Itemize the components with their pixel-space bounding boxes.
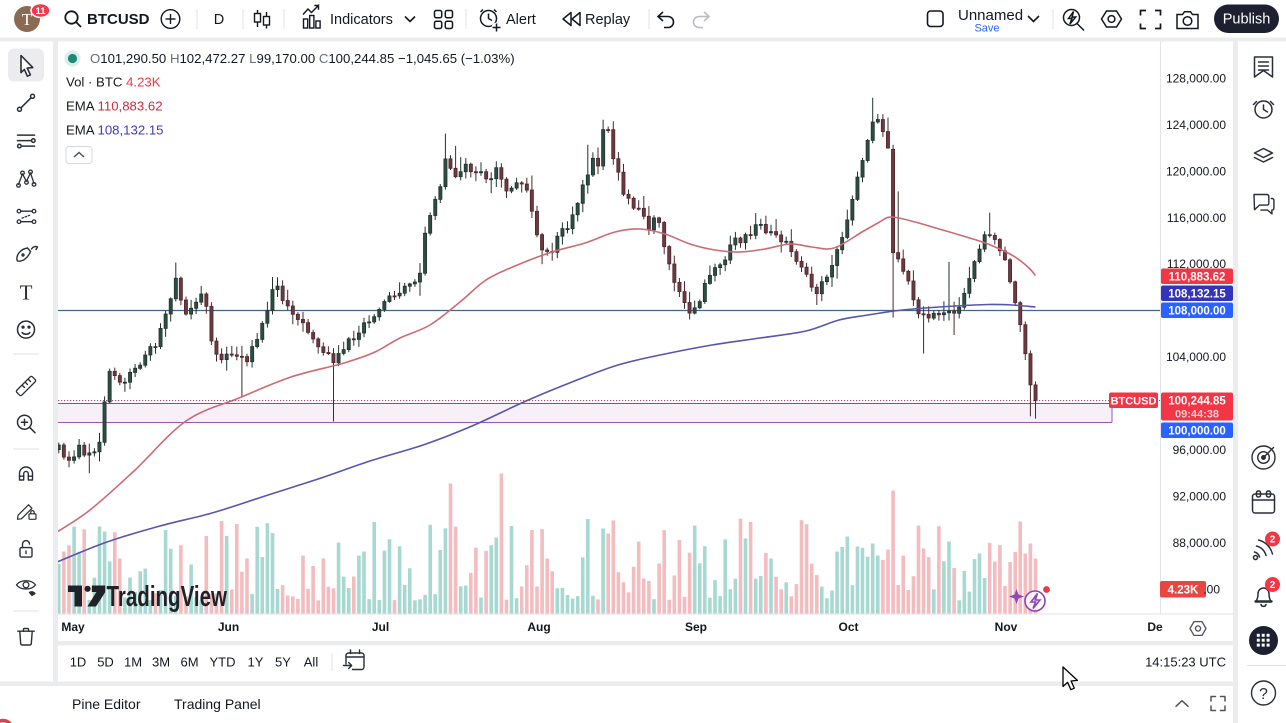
- svg-text:2: 2: [1270, 580, 1276, 591]
- svg-text:108,132.15: 108,132.15: [1168, 288, 1226, 300]
- svg-text:May: May: [61, 620, 85, 634]
- svg-text:09:44:38: 09:44:38: [1175, 409, 1219, 421]
- svg-text:YTD: YTD: [210, 655, 236, 670]
- svg-text:112,000.00: 112,000.00: [1167, 257, 1226, 271]
- svg-text:5Y: 5Y: [275, 655, 291, 670]
- svg-text:88,000.00: 88,000.00: [1173, 536, 1227, 550]
- svg-text:Nov: Nov: [995, 620, 1018, 634]
- svg-text:Vol · BTC 4.23K: Vol · BTC 4.23K: [66, 75, 161, 90]
- svg-text:100,244.85: 100,244.85: [1168, 396, 1226, 408]
- svg-text:All: All: [304, 655, 319, 670]
- svg-text:124,000.00: 124,000.00: [1166, 118, 1226, 132]
- svg-text:T: T: [20, 281, 33, 305]
- svg-text:Unnamed: Unnamed: [958, 7, 1023, 24]
- svg-text:De: De: [1147, 620, 1163, 634]
- svg-text:6M: 6M: [180, 655, 198, 670]
- svg-text:1Y: 1Y: [248, 655, 264, 670]
- svg-text:4.23K: 4.23K: [1168, 584, 1199, 596]
- svg-text:Indicators: Indicators: [330, 12, 393, 28]
- svg-text:Pine Editor: Pine Editor: [72, 696, 141, 712]
- svg-text:2: 2: [1270, 535, 1276, 546]
- svg-text:Trading Panel: Trading Panel: [174, 696, 261, 712]
- svg-text:11: 11: [35, 6, 46, 17]
- svg-text:Replay: Replay: [585, 12, 631, 28]
- svg-text:116,000.00: 116,000.00: [1167, 211, 1226, 225]
- svg-text:EMA 110,883.62: EMA 110,883.62: [66, 99, 163, 114]
- svg-text:110,883.62: 110,883.62: [1169, 271, 1226, 283]
- svg-text:100,000.00: 100,000.00: [1168, 425, 1226, 437]
- svg-text:BTCUSD: BTCUSD: [87, 11, 150, 28]
- svg-text:D: D: [214, 12, 224, 28]
- svg-text:108,000.00: 108,000.00: [1168, 305, 1226, 317]
- svg-text:104,000.00: 104,000.00: [1166, 350, 1226, 364]
- svg-text:EMA 108,132.15: EMA 108,132.15: [66, 123, 164, 138]
- svg-text:92,000.00: 92,000.00: [1173, 489, 1227, 503]
- svg-text:Publish: Publish: [1223, 12, 1271, 28]
- svg-text:O101,290.50 H102,472.27 L99,17: O101,290.50 H102,472.27 L99,170.00 C100,…: [90, 51, 515, 66]
- svg-text:Aug: Aug: [527, 620, 550, 634]
- svg-text:.00: .00: [1203, 583, 1220, 597]
- svg-text:14:15:23 UTC: 14:15:23 UTC: [1145, 655, 1226, 670]
- svg-text:Jun: Jun: [218, 620, 239, 634]
- svg-text:Alert: Alert: [506, 12, 536, 28]
- svg-text:?: ?: [1259, 686, 1268, 703]
- svg-text:1M: 1M: [124, 655, 142, 670]
- svg-text:TradingView: TradingView: [107, 582, 228, 613]
- svg-text:Sep: Sep: [685, 620, 707, 634]
- svg-text:Jul: Jul: [372, 620, 389, 634]
- svg-text:120,000.00: 120,000.00: [1166, 164, 1226, 178]
- svg-text:3M: 3M: [152, 655, 170, 670]
- svg-text:5D: 5D: [97, 655, 114, 670]
- svg-text:128,000.00: 128,000.00: [1166, 72, 1226, 86]
- svg-text:Save: Save: [974, 23, 999, 35]
- svg-text:96,000.00: 96,000.00: [1173, 443, 1227, 457]
- svg-text:1D: 1D: [70, 655, 87, 670]
- svg-text:T: T: [22, 10, 33, 29]
- svg-text:Oct: Oct: [838, 620, 858, 634]
- svg-text:BTCUSD: BTCUSD: [1111, 395, 1157, 407]
